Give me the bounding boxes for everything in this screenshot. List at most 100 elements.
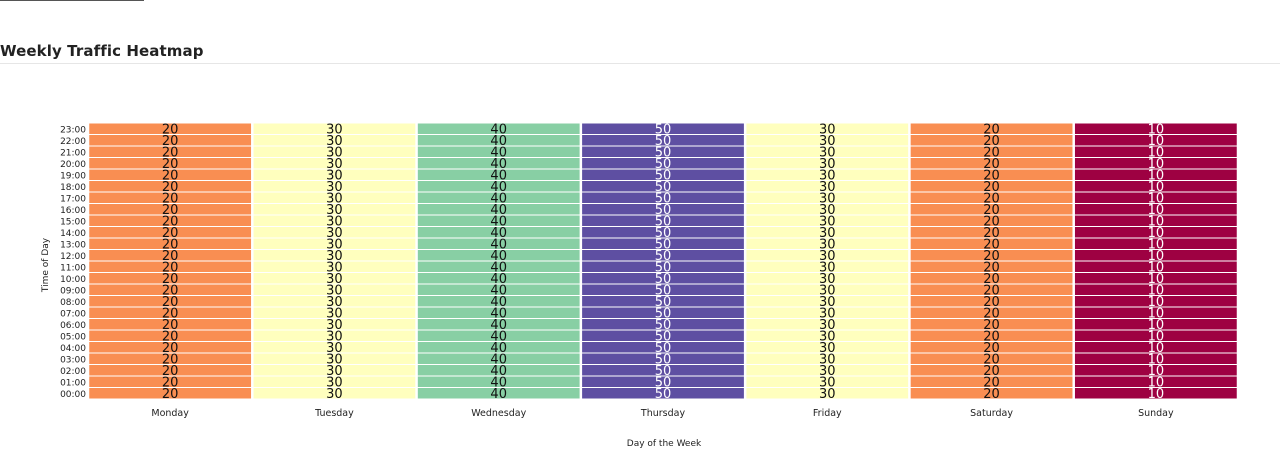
heatmap-cell-sunday-0600 — [1074, 319, 1237, 330]
heatmap-cell-wednesday-2100 — [417, 146, 580, 157]
heatmap-cell-thursday-0100 — [582, 376, 744, 387]
cell-value-label: 50 — [655, 295, 672, 310]
heatmap-cell-friday-1800 — [746, 181, 909, 192]
y-tick-label-1700: 17:00 — [60, 194, 86, 204]
cell-value-label: 20 — [162, 214, 179, 229]
cell-value-label: 30 — [326, 283, 343, 298]
heatmap-cell-wednesday-0800 — [417, 296, 580, 307]
cell-value-label: 50 — [655, 329, 672, 344]
cell-value-label: 10 — [1148, 387, 1165, 402]
cell-value-label: 50 — [655, 375, 672, 390]
cell-value-label: 30 — [819, 226, 836, 241]
cell-value-label: 40 — [490, 272, 507, 287]
heatmap-cell-monday-0800 — [89, 296, 252, 307]
heatmap-cell-saturday-1400 — [910, 227, 1073, 238]
heatmap-cell-sunday-1200 — [1074, 250, 1237, 261]
x-tick-label-saturday: Saturday — [970, 408, 1013, 419]
cell-value-label: 30 — [819, 168, 836, 183]
cell-value-label: 10 — [1148, 237, 1165, 252]
cell-value-label: 10 — [1148, 191, 1165, 206]
heatmap-cell-friday-1700 — [746, 192, 909, 203]
heatmap-cell-thursday-1100 — [582, 261, 744, 272]
cell-value-label: 40 — [490, 375, 507, 390]
cell-value-label: 20 — [983, 329, 1000, 344]
heatmap-cell-friday-0000 — [746, 388, 909, 399]
heatmap-cell-thursday-0000 — [582, 388, 744, 399]
cell-value-label: 20 — [983, 214, 1000, 229]
cell-value-label: 30 — [819, 375, 836, 390]
cell-value-label: 40 — [490, 341, 507, 356]
heatmap-cell-wednesday-0000 — [417, 388, 580, 399]
heatmap-cell-friday-0900 — [746, 284, 909, 295]
cell-value-label: 20 — [162, 364, 179, 379]
heatmap-cells: 2020202020202020202020202020202020202020… — [89, 122, 1237, 402]
cell-value-label: 10 — [1148, 134, 1165, 149]
cell-value-label: 50 — [655, 191, 672, 206]
heatmap-cell-thursday-1700 — [582, 192, 744, 203]
heatmap-cell-sunday-1600 — [1074, 204, 1237, 215]
heatmap-cell-tuesday-1900 — [253, 169, 416, 180]
heatmap-cell-tuesday-1600 — [253, 204, 416, 215]
cell-value-label: 40 — [490, 122, 507, 137]
heatmap-cell-monday-1400 — [89, 227, 252, 238]
y-tick-label-0600: 06:00 — [60, 321, 86, 331]
cell-value-label: 50 — [655, 203, 672, 218]
heatmap-cell-wednesday-1500 — [417, 215, 580, 226]
cell-value-label: 30 — [819, 283, 836, 298]
y-tick-label-1900: 19:00 — [60, 171, 86, 181]
heatmap-cell-friday-1500 — [746, 215, 909, 226]
heatmap-cell-saturday-1300 — [910, 238, 1073, 249]
heatmap-cell-saturday-0700 — [910, 307, 1073, 318]
y-tick-label-1000: 10:00 — [60, 275, 86, 285]
cell-value-label: 30 — [819, 203, 836, 218]
cell-value-label: 10 — [1148, 168, 1165, 183]
heatmap-cell-monday-2000 — [89, 158, 252, 169]
heatmap-cell-monday-0200 — [89, 365, 252, 376]
heatmap-cell-friday-1100 — [746, 261, 909, 272]
cell-value-label: 30 — [326, 352, 343, 367]
cell-value-label: 30 — [326, 329, 343, 344]
heatmap-cell-saturday-0800 — [910, 296, 1073, 307]
cell-value-label: 20 — [162, 318, 179, 333]
heatmap-cell-friday-0200 — [746, 365, 909, 376]
heatmap-cell-saturday-0400 — [910, 342, 1073, 353]
y-tick-label-1800: 18:00 — [60, 183, 86, 193]
heatmap-cell-thursday-1900 — [582, 169, 744, 180]
cell-value-label: 10 — [1148, 375, 1165, 390]
cell-value-label: 20 — [162, 226, 179, 241]
heatmap-cell-monday-0000 — [89, 388, 252, 399]
heatmap-cell-sunday-0400 — [1074, 342, 1237, 353]
cell-value-label: 10 — [1148, 272, 1165, 287]
cell-value-label: 20 — [983, 203, 1000, 218]
heatmap-cell-sunday-2200 — [1074, 135, 1237, 146]
heatmap-cell-thursday-0800 — [582, 296, 744, 307]
cell-value-label: 30 — [326, 145, 343, 160]
heatmap-cell-sunday-1400 — [1074, 227, 1237, 238]
cell-value-label: 30 — [819, 260, 836, 275]
heatmap-cell-monday-1100 — [89, 261, 252, 272]
heatmap-cell-saturday-0900 — [910, 284, 1073, 295]
cell-value-label: 50 — [655, 157, 672, 172]
heatmap-cell-friday-1900 — [746, 169, 909, 180]
cell-value-label: 30 — [819, 329, 836, 344]
y-tick-label-0300: 03:00 — [60, 355, 86, 365]
heatmap-cell-saturday-1500 — [910, 215, 1073, 226]
heatmap-cell-saturday-1000 — [910, 273, 1073, 284]
cell-value-label: 50 — [655, 122, 672, 137]
cell-value-label: 40 — [490, 134, 507, 149]
cell-value-label: 20 — [162, 341, 179, 356]
heatmap-cell-thursday-2300 — [582, 123, 744, 134]
cell-value-label: 20 — [983, 364, 1000, 379]
cell-value-label: 30 — [819, 157, 836, 172]
cell-value-label: 30 — [819, 134, 836, 149]
cell-value-label: 30 — [819, 237, 836, 252]
cell-value-label: 30 — [819, 352, 836, 367]
y-tick-label-0100: 01:00 — [60, 378, 86, 388]
heatmap-cell-monday-2100 — [89, 146, 252, 157]
x-tick-label-wednesday: Wednesday — [471, 408, 526, 419]
cell-value-label: 30 — [819, 214, 836, 229]
heatmap-cell-tuesday-2300 — [253, 123, 416, 134]
cell-value-label: 40 — [490, 329, 507, 344]
heatmap-cell-monday-0100 — [89, 376, 252, 387]
heatmap-cell-sunday-0200 — [1074, 365, 1237, 376]
